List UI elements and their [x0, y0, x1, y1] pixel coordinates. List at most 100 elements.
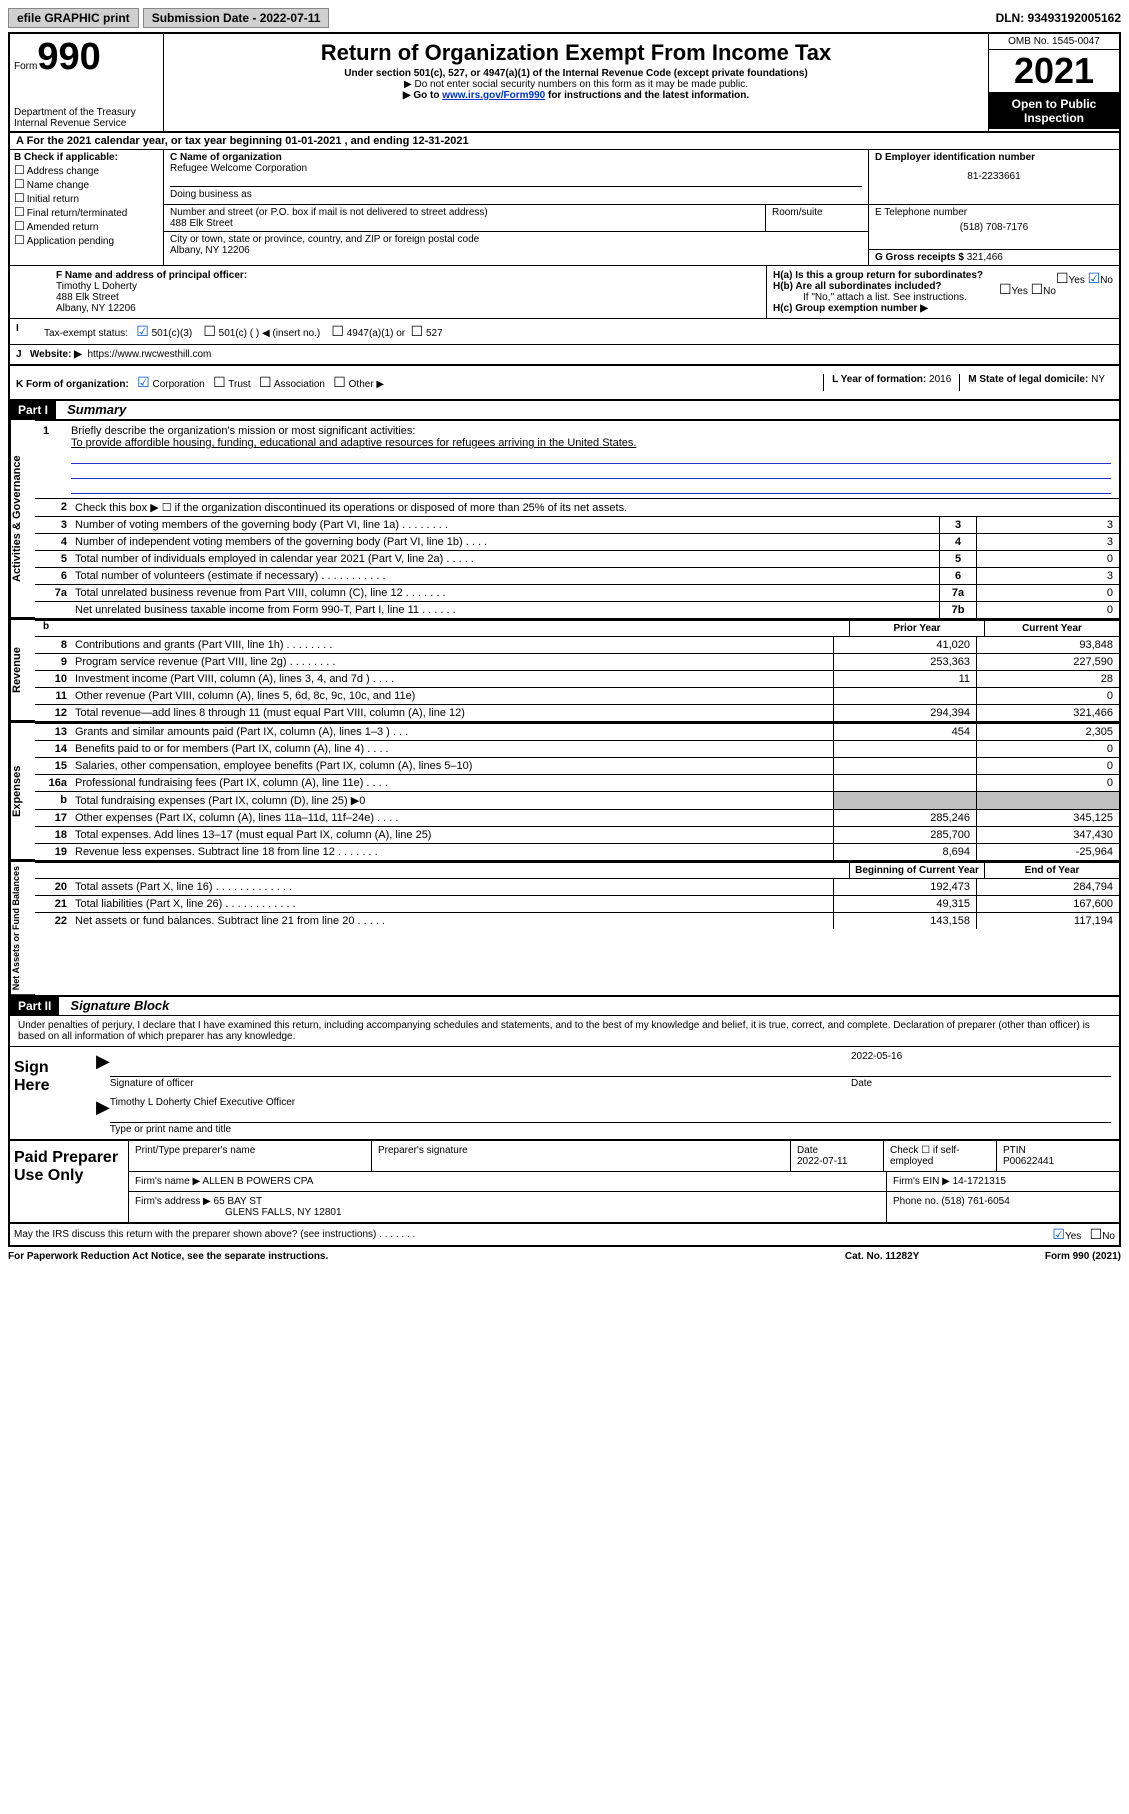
phone-label: E Telephone number: [875, 207, 1113, 218]
current-year-header: Current Year: [984, 621, 1119, 636]
omb-number: OMB No. 1545-0047: [989, 34, 1119, 50]
eoy-header: End of Year: [984, 863, 1119, 878]
arrow-icon: ▶: [96, 1097, 110, 1135]
gross-label: G Gross receipts $: [875, 252, 964, 263]
col-b-checkboxes: B Check if applicable: ☐Address change ☐…: [10, 150, 164, 265]
prep-name-label: Print/Type preparer's name: [129, 1141, 372, 1171]
firm-ein: Firm's EIN ▶ 14-1721315: [887, 1172, 1119, 1191]
summary-line: 22Net assets or fund balances. Subtract …: [35, 912, 1119, 929]
j-label: J: [16, 349, 22, 360]
paid-preparer-label: Paid Preparer Use Only: [10, 1141, 129, 1222]
officer-name: Timothy L Doherty: [56, 281, 760, 292]
prior-year-header: Prior Year: [849, 621, 984, 636]
city-label: City or town, state or province, country…: [170, 234, 862, 245]
summary-line: 15Salaries, other compensation, employee…: [35, 757, 1119, 774]
date-label: Date: [851, 1078, 1111, 1089]
sign-here-label: Sign Here: [10, 1047, 88, 1139]
summary-line: 17Other expenses (Part IX, column (A), l…: [35, 809, 1119, 826]
dept-treasury: Department of the Treasury: [14, 107, 159, 118]
dba-label: Doing business as: [170, 186, 862, 200]
summary-line: 2Check this box ▶ ☐ if the organization …: [35, 498, 1119, 516]
form-title: Return of Organization Exempt From Incom…: [168, 40, 984, 66]
irs-label: Internal Revenue Service: [14, 118, 159, 129]
summary-line: 21Total liabilities (Part X, line 26) . …: [35, 895, 1119, 912]
open-public: Open to Public Inspection: [989, 93, 1119, 129]
summary-line: 14Benefits paid to or for members (Part …: [35, 740, 1119, 757]
submission-date: Submission Date - 2022-07-11: [143, 8, 330, 28]
subtitle-3: ▶ Go to www.irs.gov/Form990 for instruct…: [168, 90, 984, 101]
sign-date: 2022-05-16: [851, 1051, 1111, 1062]
part-i-title: Summary: [59, 402, 126, 417]
subtitle-2: ▶ Do not enter social security numbers o…: [168, 79, 984, 90]
prep-sig-label: Preparer's signature: [372, 1141, 791, 1171]
pra-notice: For Paperwork Reduction Act Notice, see …: [8, 1251, 845, 1262]
dln: DLN: 93493192005162: [996, 11, 1121, 25]
cat-no: Cat. No. 11282Y: [845, 1251, 1045, 1262]
summary-line: 7aTotal unrelated business revenue from …: [35, 584, 1119, 601]
efile-button[interactable]: efile GRAPHIC print: [8, 8, 139, 28]
side-netassets: Net Assets or Fund Balances: [10, 862, 35, 995]
summary-line: 6Total number of volunteers (estimate if…: [35, 567, 1119, 584]
firm-phone: Phone no. (518) 761-6054: [887, 1192, 1119, 1222]
street-label: Number and street (or P.O. box if mail i…: [170, 207, 759, 218]
mission-block: 1 Briefly describe the organization's mi…: [35, 420, 1119, 498]
summary-line: 4Number of independent voting members of…: [35, 533, 1119, 550]
bocy-header: Beginning of Current Year: [849, 863, 984, 878]
part-i-tag: Part I: [10, 401, 56, 419]
h-c: H(c) Group exemption number ▶: [773, 303, 1113, 314]
prep-date: Date2022-07-11: [791, 1141, 884, 1171]
firm-address: Firm's address ▶ 65 BAY STGLENS FALLS, N…: [129, 1192, 887, 1222]
officer-street: 488 Elk Street: [56, 292, 760, 303]
firm-name: Firm's name ▶ ALLEN B POWERS CPA: [129, 1172, 887, 1191]
summary-line: 12Total revenue—add lines 8 through 11 (…: [35, 704, 1119, 721]
ptin: PTINP00622441: [997, 1141, 1119, 1171]
discuss-yes-no: ☑Yes ☐No: [1052, 1226, 1115, 1243]
summary-line: 11Other revenue (Part VIII, column (A), …: [35, 687, 1119, 704]
form-container: Form990 Department of the Treasury Inter…: [8, 32, 1121, 1247]
part-ii-title: Signature Block: [62, 998, 169, 1013]
summary-line: 20Total assets (Part X, line 16) . . . .…: [35, 878, 1119, 895]
l-year-formation: L Year of formation: 2016: [823, 374, 959, 391]
form-footer: Form 990 (2021): [1045, 1251, 1121, 1262]
form-number: Form990: [14, 36, 159, 79]
subtitle-1: Under section 501(c), 527, or 4947(a)(1)…: [168, 68, 984, 79]
summary-line: 19Revenue less expenses. Subtract line 1…: [35, 843, 1119, 860]
phone: (518) 708-7176: [875, 222, 1113, 233]
h-b-note: If "No," attach a list. See instructions…: [773, 292, 1113, 303]
summary-line: 3Number of voting members of the governi…: [35, 516, 1119, 533]
sig-of-officer-label: Signature of officer: [110, 1078, 851, 1089]
period-row: A For the 2021 calendar year, or tax yea…: [10, 133, 1119, 150]
officer-printed-name: Timothy L Doherty Chief Executive Office…: [110, 1097, 1111, 1108]
gross-receipts: 321,466: [967, 252, 1003, 263]
officer-label: F Name and address of principal officer:: [56, 270, 760, 281]
org-name: Refugee Welcome Corporation: [170, 163, 862, 174]
irs-link[interactable]: www.irs.gov/Form990: [442, 90, 545, 101]
side-governance: Activities & Governance: [10, 420, 35, 618]
h-a: H(a) Is this a group return for subordin…: [773, 270, 1113, 281]
i-label: I: [16, 323, 44, 340]
summary-line: 13Grants and similar amounts paid (Part …: [35, 723, 1119, 740]
side-expenses: Expenses: [10, 723, 35, 860]
officer-city: Albany, NY 12206: [56, 303, 760, 314]
side-revenue: Revenue: [10, 620, 35, 721]
type-print-label: Type or print name and title: [110, 1122, 1111, 1135]
tax-exempt: Tax-exempt status: ☑ 501(c)(3) ☐ 501(c) …: [44, 323, 1113, 340]
part-ii-tag: Part II: [10, 997, 59, 1015]
website-url: https://www.rwcwesthill.com: [87, 349, 211, 360]
discuss-preparer: May the IRS discuss this return with the…: [14, 1229, 1052, 1240]
arrow-icon: ▶: [96, 1051, 110, 1089]
summary-line: Net unrelated business taxable income fr…: [35, 601, 1119, 618]
summary-line: bTotal fundraising expenses (Part IX, co…: [35, 791, 1119, 809]
summary-line: 5Total number of individuals employed in…: [35, 550, 1119, 567]
tax-year: 2021: [989, 50, 1119, 93]
summary-line: 10Investment income (Part VIII, column (…: [35, 670, 1119, 687]
room-suite-label: Room/suite: [766, 205, 868, 231]
ein-label: D Employer identification number: [875, 152, 1113, 163]
m-domicile: M State of legal domicile: NY: [959, 374, 1113, 391]
self-employed: Check ☐ if self-employed: [884, 1141, 997, 1171]
summary-line: 18Total expenses. Add lines 13–17 (must …: [35, 826, 1119, 843]
website-label: Website: ▶: [30, 349, 82, 360]
ein: 81-2233661: [875, 171, 1113, 182]
summary-line: 9Program service revenue (Part VIII, lin…: [35, 653, 1119, 670]
summary-line: 16aProfessional fundraising fees (Part I…: [35, 774, 1119, 791]
